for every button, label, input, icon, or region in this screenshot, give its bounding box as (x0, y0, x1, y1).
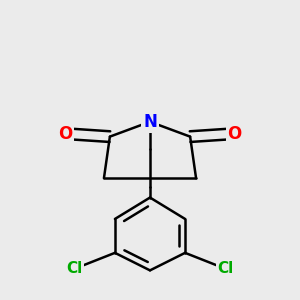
Text: Cl: Cl (66, 261, 82, 276)
Text: N: N (143, 113, 157, 131)
Text: O: O (228, 125, 242, 143)
Text: O: O (58, 125, 72, 143)
Text: Cl: Cl (218, 261, 234, 276)
